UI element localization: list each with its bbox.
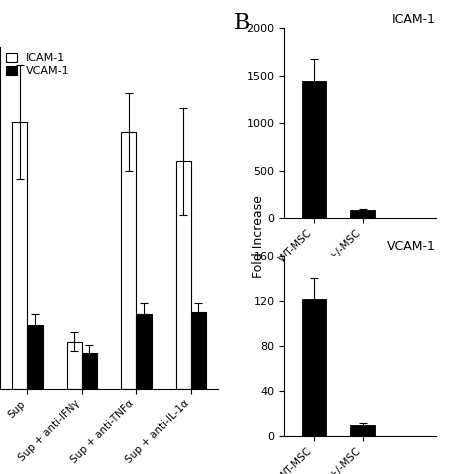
Bar (137, 314, 152, 389)
Text: VCAM-1: VCAM-1 (387, 240, 436, 254)
Legend: ICAM-1, VCAM-1: ICAM-1, VCAM-1 (6, 53, 69, 76)
Bar (175, 161, 191, 389)
Text: B: B (234, 12, 250, 34)
Bar (66, 342, 82, 389)
Bar (191, 312, 206, 389)
Bar (121, 132, 137, 389)
Bar (301, 81, 326, 218)
Bar (350, 210, 375, 218)
Bar (301, 299, 326, 436)
Bar (27, 325, 43, 389)
Text: ICAM-1: ICAM-1 (392, 13, 436, 26)
Bar (12, 122, 27, 389)
Bar (82, 353, 97, 389)
Bar (350, 425, 375, 436)
Text: Fold Increase: Fold Increase (252, 196, 265, 278)
